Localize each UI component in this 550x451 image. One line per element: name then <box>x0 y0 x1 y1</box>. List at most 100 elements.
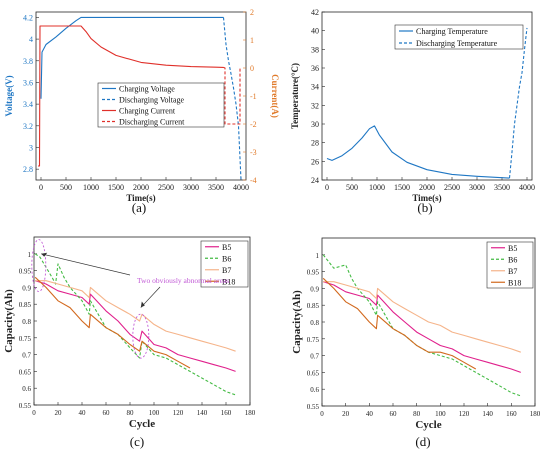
series-line-charging-voltage <box>40 16 224 99</box>
x-tick-label: 60 <box>390 410 398 418</box>
panel-label: (a) <box>132 200 146 215</box>
legend: B5 B6 B7 B18 <box>486 241 534 289</box>
y-tick-label: 0.85 <box>307 302 320 310</box>
x-tick-label: 20 <box>55 409 63 417</box>
y-tick-label: 0.75 <box>307 336 320 344</box>
y-tick-label: 28 <box>311 139 319 148</box>
x-tick-label: 40 <box>366 410 374 418</box>
y2-tick-label: -3 <box>250 148 257 157</box>
x-tick-label: 1500 <box>108 183 124 192</box>
x-tick-label: 120 <box>459 410 470 418</box>
legend: Charging Voltage Discharging Voltage Charg… <box>97 82 225 128</box>
y-tick-label: 0.55 <box>307 403 320 411</box>
x-tick-label: 80 <box>127 409 135 417</box>
legend-entry: B18 <box>222 277 235 286</box>
series-group <box>322 254 521 397</box>
panel-label: (b) <box>417 200 432 215</box>
annotation-arrow <box>140 286 161 308</box>
panel-2: 0 500 1000 1500 2000 2500 3000 3500 4000 24 26 28 30… <box>290 8 535 215</box>
abnormal-area-ellipse <box>31 239 47 293</box>
x-tick-label: 60 <box>103 409 111 417</box>
series-group <box>38 16 242 180</box>
annotation-arrowhead <box>41 252 48 257</box>
series-line-b7 <box>35 280 236 352</box>
legend-entry: Charging Current <box>119 107 176 116</box>
series-line-charging-temperature <box>326 125 510 179</box>
legend-entry: B7 <box>508 267 517 276</box>
x-axis-label: Cycle <box>129 418 155 430</box>
y2-tick-label: 2 <box>250 8 254 17</box>
y-tick-label: 1 <box>28 251 32 259</box>
annotation-text: Two obviously abnormal areas <box>137 276 229 285</box>
y-axis-label: Temperature(°C) <box>290 63 300 129</box>
y-tick-label: 2.8 <box>23 165 33 174</box>
y-tick-label: 3.8 <box>23 57 33 66</box>
y2-tick-label: 1 <box>250 36 254 45</box>
y-tick-label: 36 <box>311 64 319 73</box>
panel-label: (d) <box>415 434 430 449</box>
y2-axis-label: Current(A) <box>270 74 280 118</box>
legend-box <box>97 82 225 128</box>
x-tick-label: 20 <box>342 410 350 418</box>
x-tick-label: 180 <box>530 410 541 418</box>
y-tick-label: 0.6 <box>310 386 319 394</box>
y-tick-label: 0.95 <box>307 269 320 277</box>
legend: B5 B6 B7 B18 <box>200 240 249 288</box>
x-tick-label: 0 <box>325 183 329 192</box>
legend-entry: B5 <box>508 244 517 253</box>
x-tick-label: 2000 <box>133 183 149 192</box>
x-tick-label: 500 <box>60 183 72 192</box>
abnormal-area-ellipse <box>132 313 150 359</box>
panel-label: (c) <box>130 434 144 449</box>
series-group <box>34 253 236 396</box>
x-tick-label: 40 <box>79 409 87 417</box>
x-tick-label: 160 <box>221 409 232 417</box>
legend-entry: Discharging Current <box>119 118 185 127</box>
legend-entry: Charging Voltage <box>119 85 175 94</box>
y-tick-label: 3 <box>29 143 33 152</box>
y2-tick-label: -2 <box>250 120 257 129</box>
y-tick-label: 0.9 <box>22 284 31 292</box>
y-tick-label: 0.75 <box>19 335 32 343</box>
y-axis-label: Capacity(Ah) <box>291 290 303 354</box>
y-tick-label: 42 <box>311 8 319 17</box>
y-tick-label: 40 <box>311 27 319 36</box>
panel-1: 0 500 1000 1500 2000 2500 3000 3500 4000 2.8 3 3.2 3… <box>4 8 280 215</box>
legend-box <box>200 240 249 288</box>
y-axis-label: Capacity(Ah) <box>3 289 15 353</box>
y-tick-label: 0.95 <box>19 268 32 276</box>
panel-3: 0 20 40 60 80 100 120 140 160 180 0.55 0.6 0.65 0.7 0.… <box>3 236 256 449</box>
y2-tick-label: -4 <box>250 176 257 185</box>
x-axis-label: Time(s) <box>412 193 441 203</box>
y-tick-label: 0.7 <box>310 353 319 361</box>
x-tick-label: 3000 <box>183 183 199 192</box>
legend-box <box>486 241 534 289</box>
series-line-charging-current <box>38 25 224 167</box>
y2-tick-label: 0 <box>250 64 254 73</box>
y2-tick-label: -1 <box>250 92 257 101</box>
y-tick-label: 0.65 <box>19 368 32 376</box>
y-tick-label: 34 <box>311 83 319 92</box>
series-line-b5 <box>35 280 236 372</box>
x-tick-label: 0 <box>39 183 43 192</box>
y-tick-label: 0.6 <box>22 385 31 393</box>
legend-entry: B7 <box>222 266 231 275</box>
x-tick-label: 4000 <box>519 183 535 192</box>
legend-entry: Discharging Voltage <box>119 96 185 105</box>
series-line-b18 <box>322 277 477 370</box>
x-tick-label: 80 <box>413 410 421 418</box>
series-line-b5 <box>323 281 521 373</box>
legend-entry: Discharging Temperature <box>416 39 498 48</box>
series-line-discharging-voltage <box>222 17 242 180</box>
x-tick-label: 140 <box>482 410 493 418</box>
y-tick-label: 30 <box>311 120 319 129</box>
y-tick-label: 3.6 <box>23 78 33 87</box>
y-tick-label: 4 <box>29 35 33 44</box>
legend-entry: B6 <box>222 254 231 263</box>
legend-entry: B5 <box>222 243 231 252</box>
series-line-discharging-temperature <box>508 27 528 179</box>
y-tick-label: 4.2 <box>23 13 33 22</box>
y-tick-label: 0.7 <box>22 352 31 360</box>
y-tick-label: 26 <box>311 157 319 166</box>
x-axis-label: Cycle <box>415 419 441 431</box>
